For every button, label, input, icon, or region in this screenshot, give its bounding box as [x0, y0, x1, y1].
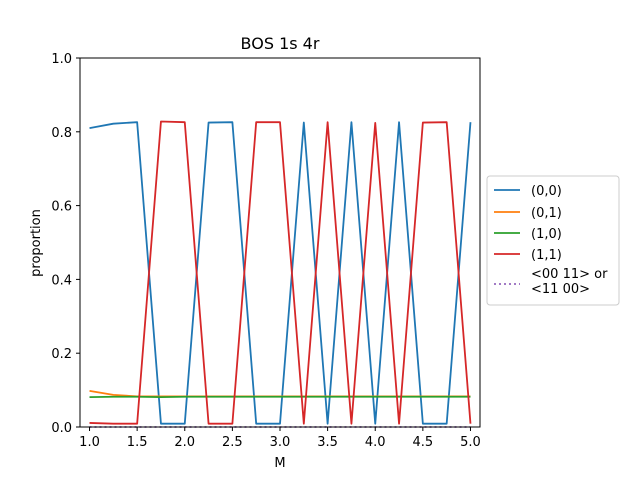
chart-title: BOS 1s 4r — [241, 34, 320, 53]
x-tick-label: 1.5 — [127, 435, 148, 450]
y-axis-title: proportion — [29, 209, 44, 277]
x-axis-title: M — [274, 456, 285, 471]
legend: (0,0) (0,1) (1,0) (1,1) <00 11> or <11 00> — [486, 175, 620, 306]
legend-label-3: (1,1) — [531, 248, 562, 263]
x-tick-label: 3.5 — [317, 435, 338, 450]
legend-label-4: <00 11> or <11 00> — [531, 267, 608, 297]
y-tick-label: 1.0 — [51, 52, 72, 67]
legend-label-1: (0,1) — [531, 206, 562, 221]
y-tick-label: 0.4 — [51, 273, 72, 288]
legend-label-2: (1,0) — [531, 227, 562, 242]
legend-label-0: (0,0) — [531, 184, 562, 199]
x-tick-label: 4.0 — [365, 435, 386, 450]
legend-box — [486, 175, 620, 306]
series-line-0 — [89, 121, 472, 425]
x-tick-label: 3.0 — [270, 435, 291, 450]
y-tick-label: 0.8 — [51, 126, 72, 141]
x-tick-label: 4.5 — [413, 435, 434, 450]
x-tick-label: 2.0 — [174, 435, 195, 450]
series-line-3 — [89, 120, 472, 425]
x-tick-label: 5.0 — [460, 435, 481, 450]
axes-frame — [79, 57, 481, 428]
y-tick-label: 0.0 — [51, 421, 72, 436]
x-tick-label: 1.0 — [79, 435, 100, 450]
y-tick-label: 0.2 — [51, 347, 72, 362]
series-line-1 — [89, 389, 471, 398]
y-tick-label: 0.6 — [51, 200, 72, 215]
x-tick-label: 2.5 — [222, 435, 243, 450]
plot-area — [89, 120, 472, 428]
